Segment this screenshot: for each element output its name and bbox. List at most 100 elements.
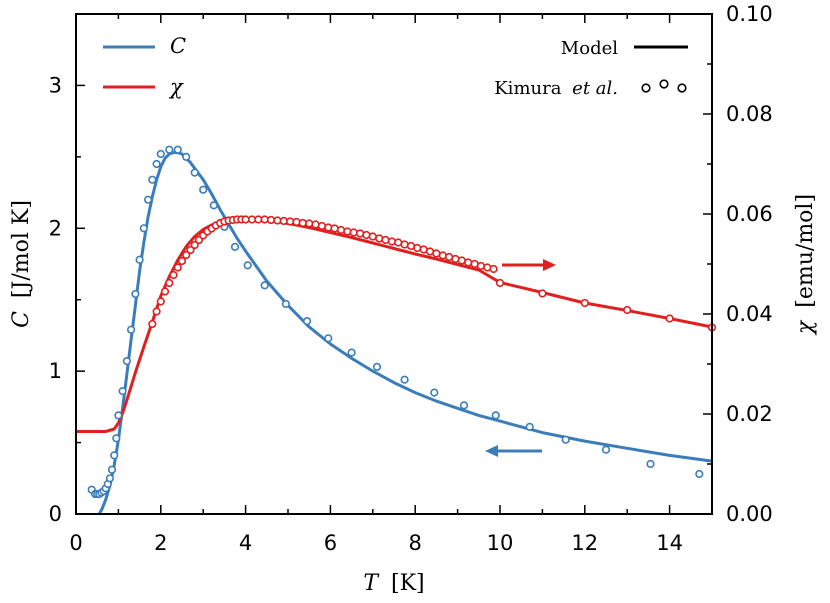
data-point-chi [305,219,314,228]
data-point-chi [182,250,191,260]
legend-data-marker [659,79,669,89]
data-point-C [260,281,269,290]
y-right-axis-unit: [emu/mol] [793,194,818,308]
data-point-chi [152,307,161,316]
legend-left: C χ [103,34,186,99]
data-point-chi [445,252,454,262]
x-tick-label: 12 [571,531,598,555]
data-point-chi [317,221,327,231]
x-tick-labels: 0 2 4 6 8 10 12 14 [69,531,683,555]
data-point-C [139,224,148,233]
data-point-chi [292,217,301,227]
data-point-chi [336,225,346,235]
x-tick-label: 14 [656,531,683,555]
data-point-C [190,168,199,177]
y-right-tick-label: 0.02 [726,402,773,426]
data-point-chi [387,237,397,246]
data-point-chi [177,256,187,266]
data-point-chi [169,270,178,280]
model-line-C [97,151,713,515]
legend-kimura-name: Kimura [494,78,561,99]
data-point-chi [160,287,170,296]
data-point-chi [343,227,352,236]
data-point-chi [476,261,486,271]
data-point-chi [623,305,632,315]
y-right-axis-title: χ [emu/mol] [793,194,818,336]
data-point-chi [173,263,182,272]
y-left-tick-label: 2 [49,216,62,240]
data-point-chi [298,218,307,228]
data-point-C [324,334,333,343]
data-point-chi [286,217,295,226]
data-point-C [107,465,117,474]
data-point-chi [165,278,174,288]
data-point-chi [413,243,422,253]
data-point-chi [368,232,377,241]
y-left-axis-title: C [J/mol K] [9,200,34,328]
legend-model-label: Model [561,38,618,59]
data-point-C [230,242,240,251]
data-point-C [156,149,165,159]
y-right-tick-label: 0.00 [726,502,773,526]
data-point-chi [362,230,371,240]
data-point-chi [489,264,498,274]
plot-frame [75,13,713,515]
data-point-C [152,159,161,169]
y-right-tick-label: 0.08 [726,102,773,126]
legend-right: Model Kimura et al. [494,38,688,99]
data-point-C [131,289,140,299]
legend-C-label: C [170,34,186,58]
data-point-C [199,185,208,194]
y-left-axis-var: C [9,311,34,328]
x-tick-label: 6 [324,531,337,555]
data-point-C [114,411,123,420]
data-point-C [695,469,704,479]
series-points [87,145,717,499]
data-point-chi [400,240,409,249]
legend-data-marker [641,83,651,93]
data-point-chi [381,235,390,245]
data-point-C [561,435,570,444]
y-right-axis-var: χ [793,319,818,336]
data-point-C [430,388,439,397]
data-point-chi [273,216,282,225]
data-point-C [525,422,534,432]
data-point-chi [665,314,674,323]
data-point-chi [394,238,403,247]
x-tick-label: 8 [409,531,422,555]
data-point-C [281,299,291,309]
legend-data-marker [677,83,687,93]
data-point-chi [156,297,165,306]
data-point-chi [425,247,435,256]
data-point-C [491,411,500,420]
data-point-chi [190,240,199,250]
data-point-C [303,317,312,326]
legend-chi-label: χ [168,75,184,99]
data-point-chi [330,224,339,233]
y-right-tick-label: 0.04 [726,302,773,326]
data-point-C [182,152,191,161]
arrow-chi-right [502,259,556,271]
data-point-C [165,145,174,154]
data-point-chi [457,256,466,265]
data-point-chi [464,258,473,267]
data-point-C [173,145,182,154]
data-point-C [372,362,382,372]
y-left-axis-unit: [J/mol K] [9,200,34,298]
data-point-chi [432,249,441,258]
x-tick-label: 4 [239,531,252,555]
data-point-C [148,175,157,184]
data-point-chi [148,319,157,329]
data-point-C [601,445,611,454]
data-point-chi [538,289,547,298]
data-point-C [122,357,131,366]
legend-kimura-label: Kimura et al. [494,78,618,99]
arrow-C-left [485,445,542,457]
x-tick-label: 2 [154,531,167,555]
x-tick-label: 10 [487,531,514,555]
data-point-C [459,401,469,410]
x-axis-unit: [K] [391,571,425,596]
data-point-chi [580,298,589,308]
data-point-C [243,261,252,270]
